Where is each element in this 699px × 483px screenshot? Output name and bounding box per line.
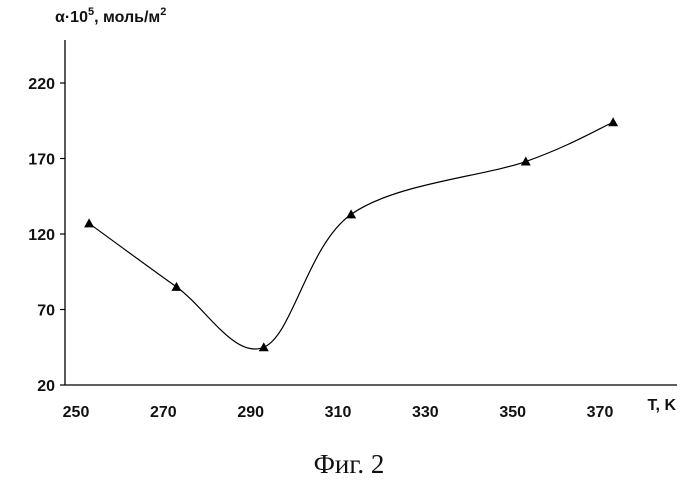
y-ticks: 20 70 120 170 220 bbox=[28, 76, 65, 395]
x-tick-label: 270 bbox=[150, 404, 177, 421]
y-tick-label: 170 bbox=[28, 152, 55, 169]
x-tick-label: 250 bbox=[63, 404, 90, 421]
data-point-marker bbox=[608, 117, 618, 126]
x-axis-title: T, K bbox=[648, 397, 677, 414]
y-axis-title-prefix: α·10 bbox=[55, 9, 88, 26]
x-tick-label: 330 bbox=[412, 404, 439, 421]
data-point-marker bbox=[259, 342, 269, 351]
x-tick-label: 310 bbox=[325, 404, 352, 421]
y-axis-title-mid: , моль/м bbox=[94, 9, 160, 26]
y-axis-title-exp2: 2 bbox=[160, 6, 166, 18]
x-tick-label: 290 bbox=[237, 404, 264, 421]
series-line bbox=[89, 122, 613, 349]
x-ticks: 250 270 290 310 330 350 370 bbox=[63, 404, 614, 421]
x-tick-label: 350 bbox=[499, 404, 526, 421]
y-tick-label: 20 bbox=[37, 378, 55, 395]
data-point-marker bbox=[171, 282, 181, 291]
axes bbox=[65, 40, 677, 385]
data-point-marker bbox=[346, 209, 356, 218]
y-tick-label: 70 bbox=[37, 303, 55, 320]
x-tick-label: 370 bbox=[587, 404, 614, 421]
svg-text:α·105, моль/м2: α·105, моль/м2 bbox=[55, 6, 166, 26]
y-tick-label: 220 bbox=[28, 76, 55, 93]
data-point-marker bbox=[84, 218, 94, 227]
series-markers bbox=[84, 117, 618, 351]
y-tick-label: 120 bbox=[28, 227, 55, 244]
data-point-marker bbox=[521, 157, 531, 166]
figure-caption: Фиг. 2 bbox=[314, 449, 385, 479]
y-axis-title: α·105, моль/м2 bbox=[55, 6, 166, 26]
